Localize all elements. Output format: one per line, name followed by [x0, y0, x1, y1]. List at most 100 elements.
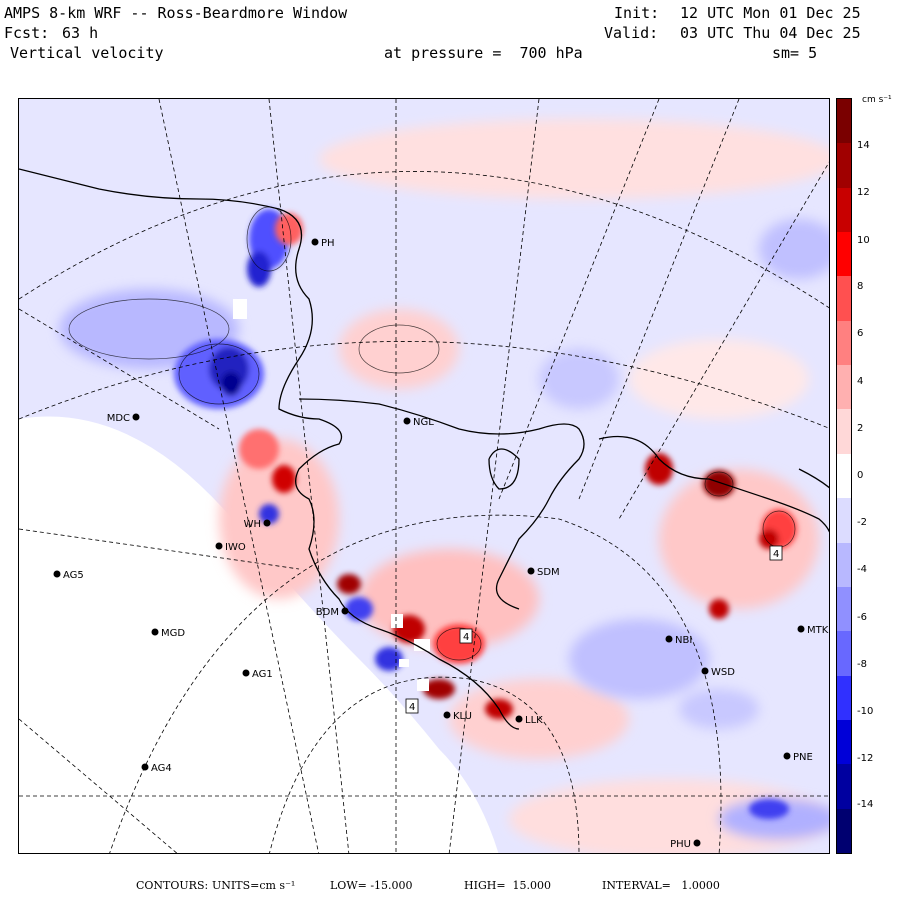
colorbar-segment — [837, 631, 851, 677]
init-label: Init: — [614, 4, 660, 22]
colorbar-tick-label: -4 — [857, 564, 867, 575]
colorbar-tick-label: 6 — [857, 328, 864, 339]
station-dot — [141, 763, 149, 771]
coastline — [19, 168, 829, 730]
station-dot — [665, 635, 673, 643]
colorbar-segment — [837, 276, 851, 322]
colorbar-segment — [837, 320, 851, 366]
valid-label: Valid: — [604, 24, 659, 42]
colorbar-segment — [837, 675, 851, 721]
station-ph: PH — [311, 238, 335, 249]
colorbar-segment — [837, 365, 851, 410]
colorbar-tick-label: -12 — [857, 753, 874, 764]
station-iwo: IWO — [215, 542, 246, 553]
station-label: AG5 — [63, 570, 84, 581]
colorbar-tick-label: 2 — [857, 423, 864, 434]
station-klu: KLU — [443, 711, 472, 722]
colorbar-tick-label: -10 — [857, 706, 874, 717]
station-dot — [701, 667, 709, 675]
colorbar-segment — [837, 542, 851, 588]
station-bdm: BDM — [316, 607, 349, 618]
colorbar-tick-label: 8 — [857, 281, 864, 292]
station-dot — [311, 238, 319, 246]
footer-interval: INTERVAL= 1.0000 — [602, 879, 720, 892]
station-dot — [783, 752, 791, 760]
colorbar-segment — [837, 808, 851, 854]
station-dot — [341, 607, 349, 615]
colorbar-segment — [837, 409, 851, 455]
station-dot — [215, 542, 223, 550]
valid-time: 03 UTC Thu 04 Dec 25 — [680, 24, 861, 42]
station-label: MGD — [161, 628, 185, 639]
station-wsd: WSD — [701, 667, 735, 678]
station-label: BDM — [316, 607, 339, 618]
ice-shelf-area — [19, 416, 499, 853]
station-phu: PHU — [670, 839, 701, 850]
lat-lon-grid — [19, 99, 829, 853]
map-canvas: MDC NGL IWO AG5 SDM BDM MGD AG1 NBI MTK WSD KLU LLK P… — [19, 99, 829, 853]
colorbar-segment — [837, 586, 851, 632]
station-dot — [151, 628, 159, 636]
station-mdc: MDC — [107, 413, 140, 424]
init-time: 12 UTC Mon 01 Dec 25 — [680, 4, 861, 22]
map-panel: MDC NGL IWO AG5 SDM BDM MGD AG1 NBI MTK WSD KLU LLK P… — [18, 98, 830, 854]
footer-units: UNITS=cm s⁻¹ — [212, 879, 296, 892]
station-ngl: NGL — [403, 417, 434, 428]
colorbar-tick-label: 4 — [857, 376, 864, 387]
station-dot — [515, 715, 523, 723]
colorbar-unit: cm s⁻¹ — [862, 95, 892, 105]
colorbar-segment — [837, 232, 851, 277]
station-pne: PNE — [783, 752, 813, 763]
colorbar-tick-label: -8 — [857, 659, 867, 670]
station-dot — [527, 567, 535, 575]
colorbar — [836, 98, 852, 854]
colorbar-tick-label: -14 — [857, 799, 874, 810]
colorbar-tick-label: -2 — [857, 517, 867, 528]
contour-label: 4 — [773, 549, 779, 560]
positive-light-regions — [219, 119, 829, 853]
station-label: AG1 — [252, 669, 273, 680]
colorbar-tick-label: 14 — [857, 140, 870, 151]
field-name: Vertical velocity — [10, 44, 164, 62]
colorbar-tick-label: 10 — [857, 235, 870, 246]
colorbar-segment — [837, 187, 851, 233]
station-label: PH — [321, 238, 335, 249]
smoothing-value: sm= 5 — [772, 44, 818, 62]
footer-contours: CONTOURS: — [136, 879, 209, 892]
station-label: IWO — [225, 542, 246, 553]
colorbar-segment — [837, 99, 851, 144]
station-label: PHU — [670, 839, 691, 850]
forecast-label: Fcst: — [4, 24, 50, 42]
footer-high: HIGH= 15.000 — [464, 879, 552, 892]
strong-upward-cores — [239, 213, 797, 719]
station-mgd: MGD — [151, 628, 185, 639]
station-label: SDM — [537, 567, 560, 578]
station-nbi: NBI — [665, 635, 692, 646]
station-mtk: MTK — [797, 625, 829, 636]
station-label: NGL — [413, 417, 434, 428]
colorbar-segment — [837, 498, 851, 544]
station-label: MTK — [807, 625, 829, 636]
colorbar-segment — [837, 719, 851, 765]
station-dot — [693, 839, 701, 847]
pressure-level: at pressure = 700 hPa — [384, 44, 583, 62]
station-dot — [53, 570, 61, 578]
station-dot — [797, 625, 805, 633]
station-markers: MDC NGL IWO AG5 SDM BDM MGD AG1 NBI MTK WSD KLU LLK P… — [53, 238, 829, 850]
station-ag4: AG4 — [141, 763, 172, 774]
colorbar-tick-label: 12 — [857, 187, 870, 198]
colorbar-segment — [837, 143, 851, 189]
negative-light-regions — [59, 219, 829, 839]
contour-label: 4 — [463, 632, 469, 643]
station-dot — [443, 711, 451, 719]
missing-data-patches — [233, 299, 430, 691]
station-wh: WH — [244, 519, 271, 530]
station-dot — [242, 669, 250, 677]
station-label: AG4 — [151, 763, 172, 774]
station-ag5: AG5 — [53, 570, 84, 581]
forecast-hour: 63 h — [62, 24, 99, 42]
contour-label: 4 — [409, 702, 415, 713]
colorbar-tick-label: -6 — [857, 612, 867, 623]
station-label: LLK — [525, 715, 543, 726]
station-label: NBI — [675, 635, 692, 646]
